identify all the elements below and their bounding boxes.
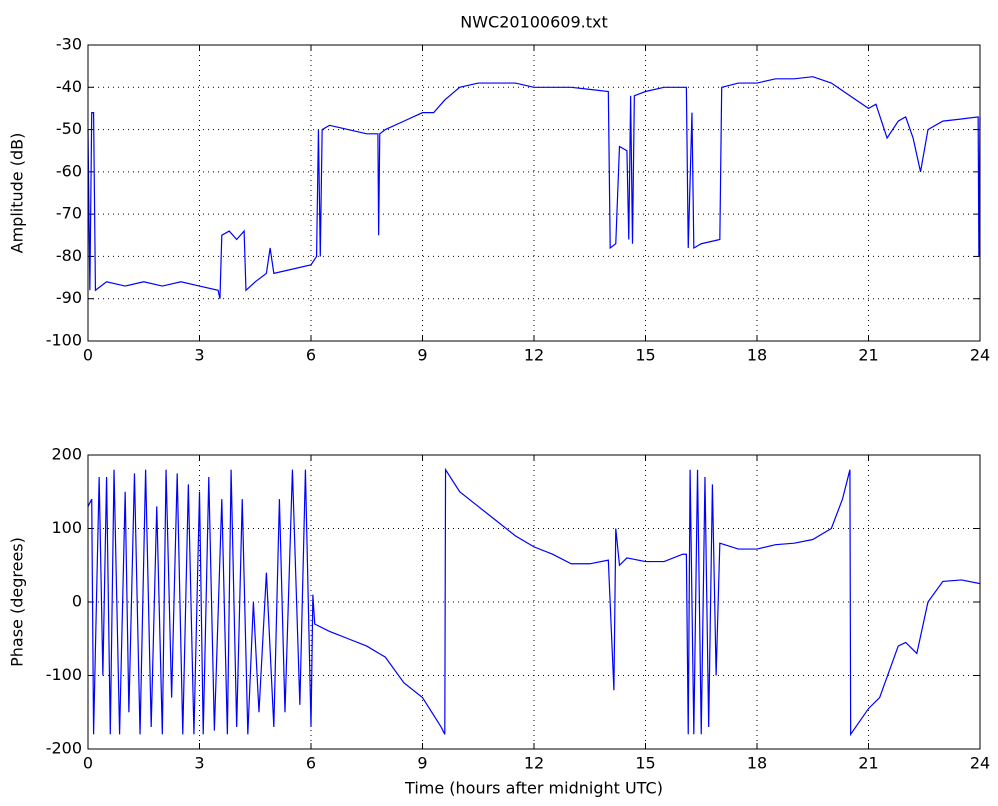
y-tick-label: -100 <box>46 331 82 350</box>
x-tick-label: 3 <box>194 346 204 365</box>
x-tick-label: 12 <box>524 754 544 773</box>
y-axis-label: Phase (degrees) <box>8 537 27 667</box>
y-tick-label: 200 <box>51 445 82 464</box>
x-tick-label: 6 <box>306 754 316 773</box>
y-tick-label: -30 <box>56 35 82 54</box>
x-tick-label: 0 <box>83 346 93 365</box>
y-tick-label: 0 <box>72 592 82 611</box>
y-tick-label: -100 <box>46 665 82 684</box>
y-tick-label: -60 <box>56 161 82 180</box>
x-tick-label: 21 <box>858 346 878 365</box>
chart-title: NWC20100609.txt <box>460 13 608 32</box>
y-tick-label: -80 <box>56 246 82 265</box>
axes-frame <box>87 44 981 342</box>
plot-area <box>88 45 980 341</box>
x-tick-label: 24 <box>970 346 990 365</box>
x-tick-label: 18 <box>747 754 767 773</box>
x-tick-label: 0 <box>83 754 93 773</box>
x-tick-label: 15 <box>635 754 655 773</box>
y-tick-label: -40 <box>56 77 82 96</box>
x-tick-label: 21 <box>858 754 878 773</box>
y-tick-label: 100 <box>51 518 82 537</box>
x-tick-label: 9 <box>417 754 427 773</box>
axes-frame <box>87 454 981 750</box>
y-tick-label: -200 <box>46 739 82 758</box>
x-axis-label: Time (hours after midnight UTC) <box>404 779 663 798</box>
x-tick-label: 12 <box>524 346 544 365</box>
y-tick-label: -90 <box>56 288 82 307</box>
x-tick-label: 9 <box>417 346 427 365</box>
x-tick-label: 24 <box>970 754 990 773</box>
y-tick-label: -50 <box>56 119 82 138</box>
x-tick-label: 15 <box>635 346 655 365</box>
x-tick-label: 3 <box>194 754 204 773</box>
y-tick-label: -70 <box>56 204 82 223</box>
y-axis-label: Amplitude (dB) <box>8 133 27 254</box>
x-tick-label: 18 <box>747 346 767 365</box>
x-tick-label: 6 <box>306 346 316 365</box>
line-series <box>87 76 981 299</box>
line-series <box>87 467 981 737</box>
